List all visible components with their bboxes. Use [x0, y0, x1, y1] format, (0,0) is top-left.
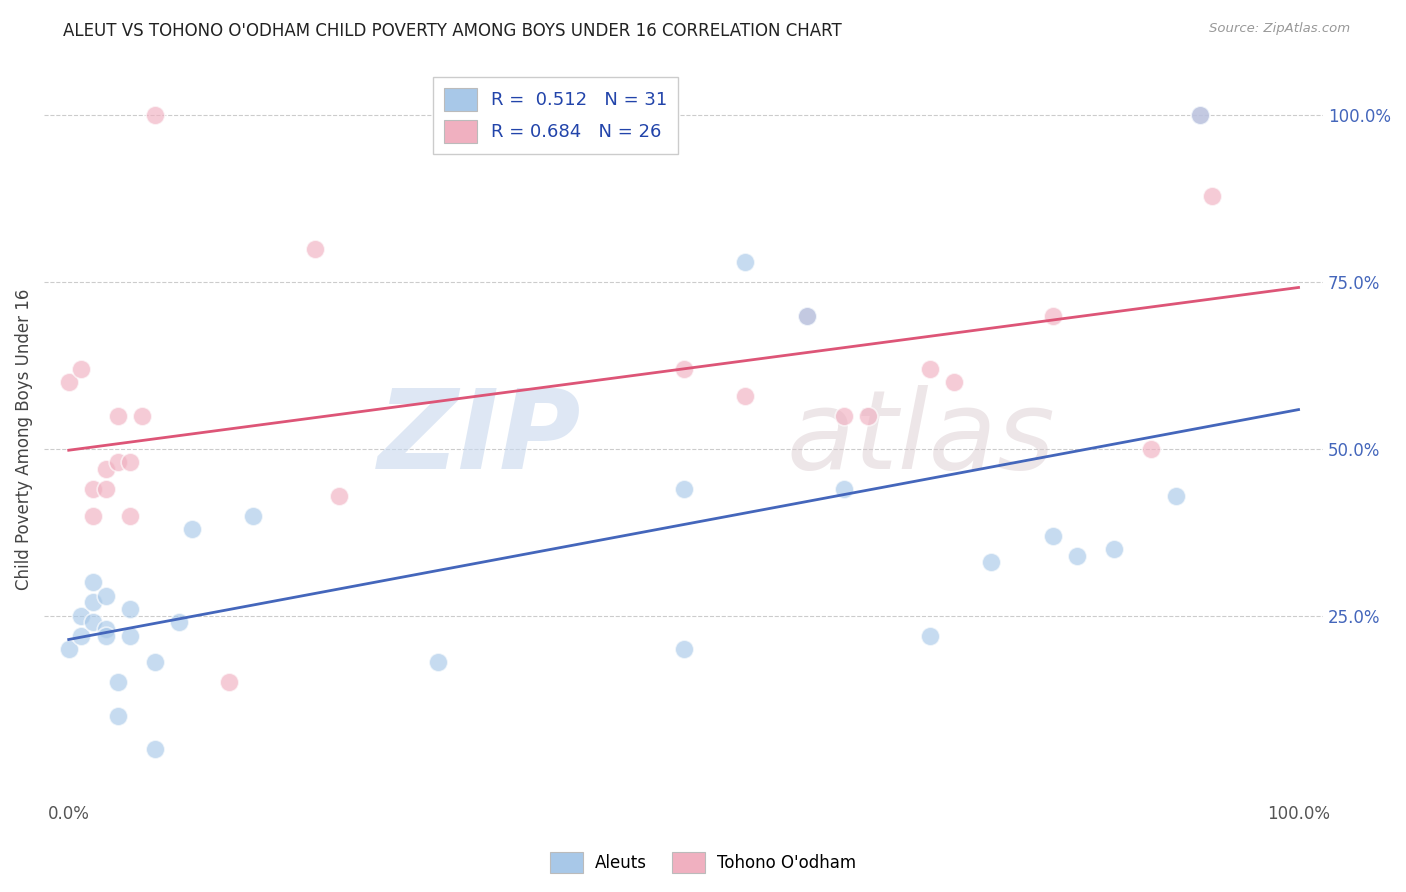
Point: [120, 629, 142, 643]
Point: [58, 642, 80, 657]
Point: [82, 482, 104, 496]
Point: [94, 622, 117, 636]
Point: [82, 615, 104, 630]
Point: [734, 389, 756, 403]
Point: [120, 455, 142, 469]
Point: [107, 708, 129, 723]
Point: [143, 656, 166, 670]
Point: [70, 608, 93, 623]
Point: [328, 489, 350, 503]
Point: [120, 602, 142, 616]
Point: [304, 242, 326, 256]
Point: [918, 629, 941, 643]
Text: ZIP: ZIP: [378, 385, 581, 492]
Point: [1102, 541, 1125, 556]
Point: [180, 522, 202, 536]
Y-axis label: Child Poverty Among Boys Under 16: Child Poverty Among Boys Under 16: [15, 288, 32, 590]
Point: [107, 409, 129, 423]
Point: [70, 362, 93, 376]
Point: [832, 482, 855, 496]
Point: [796, 309, 818, 323]
Point: [218, 675, 240, 690]
Point: [832, 409, 855, 423]
Point: [734, 255, 756, 269]
Point: [796, 309, 818, 323]
Point: [94, 462, 117, 476]
Point: [143, 108, 166, 122]
Point: [1140, 442, 1163, 456]
Point: [94, 629, 117, 643]
Point: [426, 656, 449, 670]
Point: [169, 615, 191, 630]
Text: Source: ZipAtlas.com: Source: ZipAtlas.com: [1209, 22, 1350, 36]
Point: [672, 642, 695, 657]
Point: [94, 482, 117, 496]
Point: [1042, 309, 1064, 323]
Point: [1189, 108, 1212, 122]
Point: [143, 742, 166, 756]
Point: [120, 508, 142, 523]
Point: [82, 508, 104, 523]
Legend: R =  0.512   N = 31, R = 0.684   N = 26: R = 0.512 N = 31, R = 0.684 N = 26: [433, 77, 678, 154]
Point: [82, 575, 104, 590]
Point: [107, 455, 129, 469]
Point: [58, 376, 80, 390]
Point: [856, 409, 879, 423]
Point: [1164, 489, 1187, 503]
Point: [943, 376, 966, 390]
Point: [1042, 529, 1064, 543]
Point: [107, 675, 129, 690]
Text: atlas: atlas: [786, 385, 1054, 492]
Point: [1201, 188, 1223, 202]
Point: [672, 362, 695, 376]
Point: [980, 555, 1002, 569]
Point: [672, 482, 695, 496]
Legend: Aleuts, Tohono O'odham: Aleuts, Tohono O'odham: [543, 846, 863, 880]
Point: [70, 629, 93, 643]
Point: [1066, 549, 1088, 563]
Point: [1189, 108, 1212, 122]
Point: [94, 589, 117, 603]
Point: [82, 595, 104, 609]
Point: [242, 508, 264, 523]
Text: ALEUT VS TOHONO O'ODHAM CHILD POVERTY AMONG BOYS UNDER 16 CORRELATION CHART: ALEUT VS TOHONO O'ODHAM CHILD POVERTY AM…: [63, 22, 842, 40]
Point: [131, 409, 153, 423]
Point: [918, 362, 941, 376]
